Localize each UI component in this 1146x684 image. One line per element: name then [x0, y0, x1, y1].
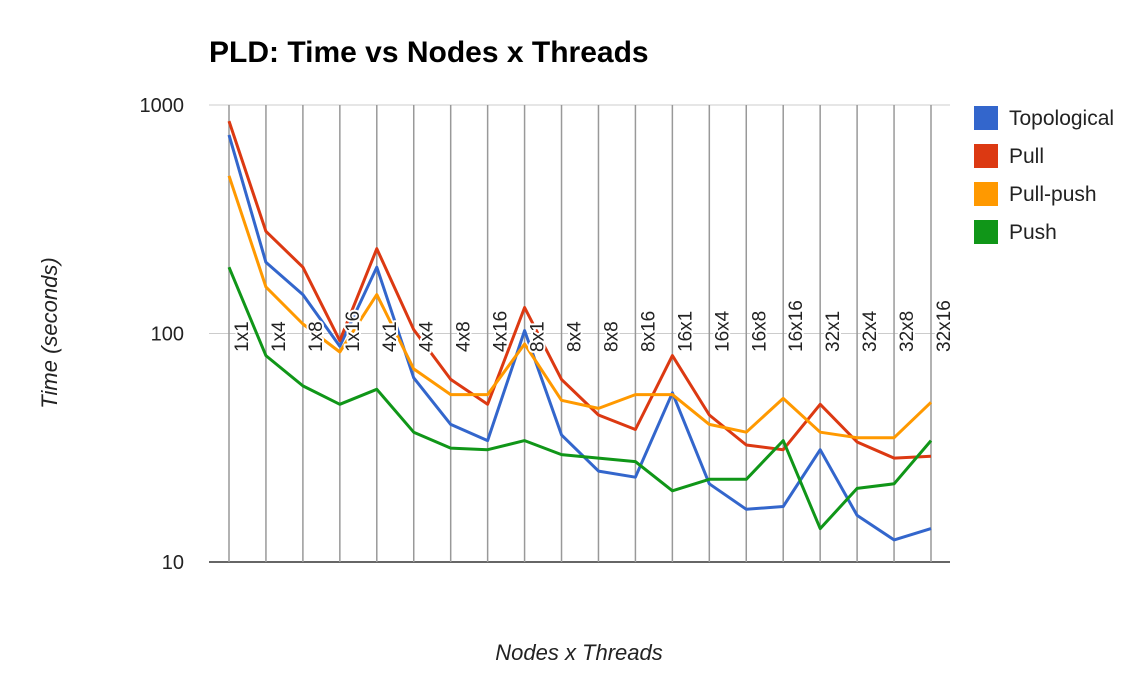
series-line-pull-push	[227, 175, 933, 440]
legend-label: Pull	[1009, 145, 1044, 168]
x-tick-label: 4x1	[380, 321, 401, 352]
y-tick-label: 10	[162, 552, 184, 574]
legend-label: Pull-push	[1009, 183, 1097, 206]
x-tick-label: 32x8	[897, 311, 918, 352]
x-axis-title: Nodes x Threads	[495, 640, 663, 665]
legend-label: Topological	[1009, 107, 1114, 130]
grid	[209, 104, 950, 563]
legend-swatch	[974, 106, 998, 130]
x-tick-label: 16x1	[675, 311, 696, 352]
x-tick-label: 4x4	[417, 321, 438, 352]
x-tick-label: 32x4	[860, 310, 881, 352]
y-tick-label: 1000	[140, 95, 185, 117]
x-tick-label: 1x1	[232, 321, 253, 352]
x-tick-label: 16x16	[786, 300, 807, 352]
chart-title: PLD: Time vs Nodes x Threads	[209, 36, 649, 69]
x-tick-label: 4x16	[491, 311, 512, 352]
legend-swatch	[974, 220, 998, 244]
series-line-pull	[227, 120, 932, 460]
x-tick-label: 8x8	[601, 321, 622, 352]
series-line-push	[227, 266, 933, 531]
x-tick-label: 1x16	[343, 311, 364, 352]
y-tick-labels: 10 100 1000	[140, 95, 185, 574]
series-line-topological	[227, 134, 932, 542]
x-tick-label: 16x8	[749, 311, 770, 352]
x-tick-label: 8x16	[638, 311, 659, 352]
legend-swatch	[974, 144, 998, 168]
x-tick-label: 16x4	[712, 310, 733, 352]
x-tick-label: 8x1	[528, 321, 549, 352]
series-lines	[227, 120, 933, 542]
x-tick-label: 1x8	[306, 321, 327, 352]
legend: Topological Pull Pull-push Push	[974, 106, 1114, 244]
x-tick-label: 4x8	[454, 321, 475, 352]
x-tick-label: 32x1	[823, 311, 844, 352]
x-tick-label: 32x16	[934, 300, 955, 352]
x-tick-label: 8x4	[565, 321, 586, 352]
x-tick-labels: 1x1 1x4 1x8 1x16 4x1 4x4 4x8 4x16 8x1 8x4 8x8 8x16 1…	[230, 298, 957, 354]
x-tick-label: 1x4	[269, 321, 290, 352]
y-axis-title: Time (seconds)	[37, 257, 62, 408]
legend-label: Push	[1009, 221, 1057, 244]
legend-swatch	[974, 182, 998, 206]
y-tick-label: 100	[151, 324, 184, 346]
